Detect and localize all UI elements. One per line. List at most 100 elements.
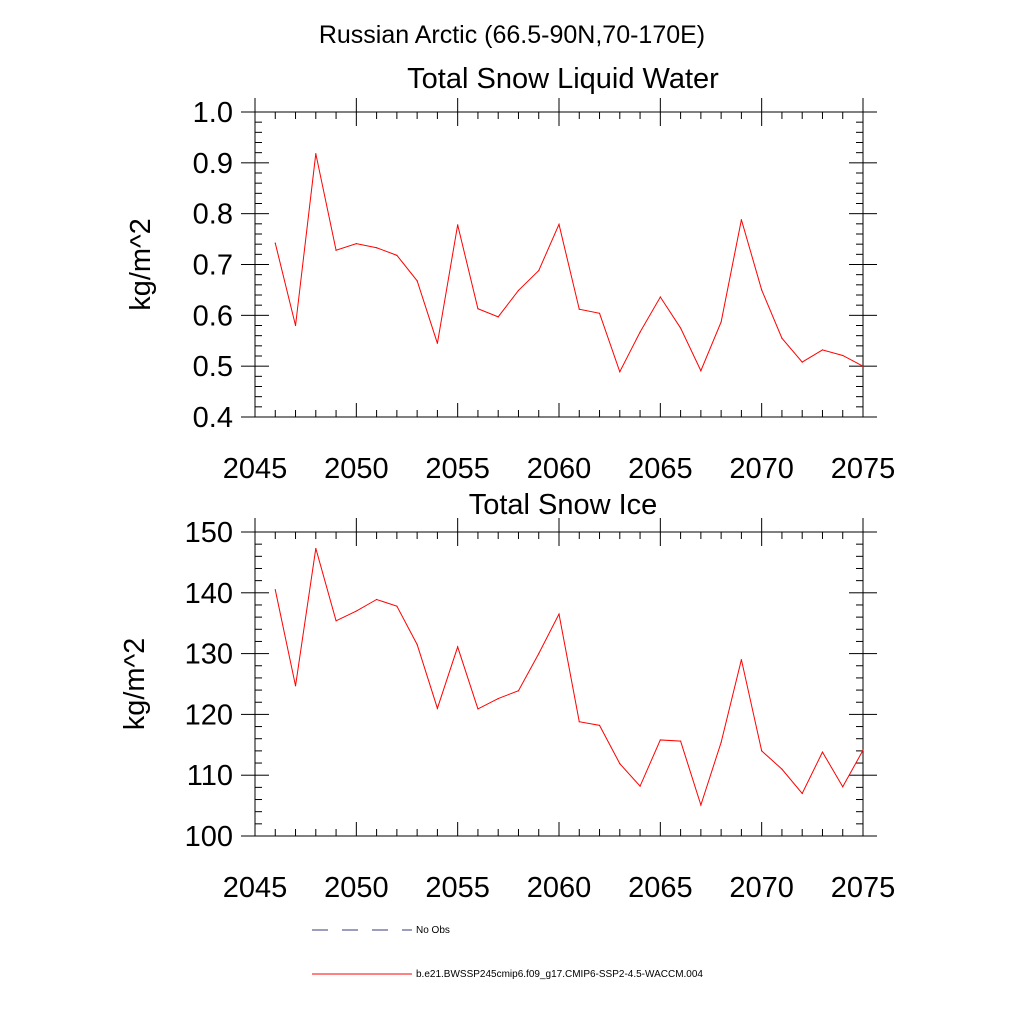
- data-point: [801, 792, 803, 795]
- data-point: [396, 605, 398, 607]
- data-point: [416, 643, 418, 646]
- figure-suptitle: Russian Arctic (66.5-90N,70-170E): [319, 21, 705, 49]
- data-point: [294, 685, 297, 687]
- data-point: [781, 337, 783, 339]
- x-tick-label: 2070: [729, 453, 794, 485]
- data-point: [355, 610, 357, 612]
- x-tick-label: 2045: [223, 453, 288, 485]
- data-point: [659, 739, 661, 741]
- data-point: [761, 750, 763, 752]
- data-point: [558, 613, 560, 615]
- x-tick-label: 2065: [628, 872, 693, 904]
- data-point: [619, 763, 621, 765]
- data-point: [416, 280, 418, 282]
- data-point: [842, 786, 844, 788]
- legend: No Obs b.e21.BWSSP245cmip6.f09_g17.CMIP6…: [312, 925, 703, 980]
- data-point: [862, 365, 864, 367]
- x-tick-label: 2075: [831, 872, 896, 904]
- x-tick-label: 2055: [425, 453, 490, 485]
- x-tick-label: 2065: [628, 453, 693, 485]
- x-tick-label: 2045: [223, 872, 288, 904]
- data-point: [457, 224, 459, 226]
- data-point: [396, 254, 398, 256]
- y-tick-label: 110: [187, 760, 233, 792]
- y-tick-label: 100: [185, 821, 233, 853]
- data-point: [720, 321, 722, 323]
- data-point: [497, 697, 499, 700]
- y-tick-label: 140: [185, 578, 233, 610]
- data-point: [315, 547, 317, 550]
- data-point: [680, 327, 682, 329]
- data-point: [335, 620, 337, 622]
- y-tick-label: 150: [185, 517, 233, 549]
- chart-title: Total Snow Ice: [469, 489, 658, 521]
- x-tick-label: 2075: [831, 453, 896, 485]
- data-point: [761, 289, 763, 291]
- data-point: [315, 153, 317, 155]
- data-point: [639, 331, 641, 333]
- legend-label-model: b.e21.BWSSP245cmip6.f09_g17.CMIP6-SSP2-4…: [416, 969, 703, 980]
- series-line: [274, 548, 864, 807]
- y-tick-label: 0.8: [193, 199, 233, 231]
- data-point: [497, 316, 499, 318]
- data-point: [781, 768, 783, 770]
- data-point: [740, 219, 743, 221]
- data-point: [578, 308, 580, 310]
- data-point: [639, 785, 641, 787]
- data-point: [558, 223, 560, 225]
- data-point: [274, 242, 276, 244]
- data-point: [436, 707, 438, 709]
- data-point: [700, 370, 702, 372]
- data-point: [801, 361, 803, 363]
- plot-frame: [254, 531, 864, 837]
- x-tick-label: 2050: [324, 453, 389, 485]
- data-point: [376, 247, 378, 249]
- y-tick-label: 0.6: [193, 300, 233, 332]
- data-point: [659, 296, 661, 298]
- data-point: [457, 646, 459, 648]
- chart-title: Total Snow Liquid Water: [407, 63, 719, 95]
- data-point: [598, 312, 601, 314]
- data-point: [862, 749, 864, 751]
- y-tick-label: 1.0: [193, 97, 233, 129]
- data-point: [274, 589, 276, 591]
- x-tick-label: 2070: [729, 872, 794, 904]
- data-point: [355, 243, 357, 245]
- legend-label-no-obs: No Obs: [416, 925, 450, 936]
- series-line: [274, 153, 864, 374]
- y-axis-label: kg/m^2: [119, 638, 151, 731]
- data-point: [619, 371, 621, 373]
- plot-frame: [254, 111, 864, 418]
- data-point: [538, 270, 540, 272]
- snow-ice-panel: Total Snow Ice 2045 2050 2055 2060 2065 2070 20…: [119, 489, 895, 904]
- y-tick-label: 0.5: [193, 351, 233, 383]
- data-point: [517, 289, 520, 292]
- data-point: [578, 721, 580, 723]
- data-point: [477, 308, 479, 310]
- x-tick-label: 2055: [425, 872, 490, 904]
- snow-liquid-water-panel: Total Snow Liquid Water 2045 2050 2055 2060 2…: [125, 63, 895, 485]
- x-tick-label: 2060: [527, 872, 592, 904]
- data-point: [821, 349, 824, 351]
- y-tick-label: 0.4: [193, 402, 233, 434]
- x-tick-label: 2050: [324, 872, 389, 904]
- y-tick-label: 0.7: [193, 250, 233, 282]
- data-point: [740, 659, 743, 661]
- y-tick-label: 0.9: [193, 148, 233, 180]
- data-point: [477, 708, 479, 710]
- data-point: [821, 751, 824, 753]
- data-point: [376, 598, 378, 601]
- data-point: [842, 354, 844, 357]
- y-tick-label: 120: [185, 699, 233, 731]
- data-point: [680, 740, 682, 742]
- data-point: [720, 741, 722, 743]
- data-point: [598, 724, 601, 726]
- y-tick-label: 130: [185, 639, 233, 671]
- data-point: [700, 804, 702, 806]
- x-tick-label: 2060: [527, 453, 592, 485]
- data-point: [517, 690, 520, 692]
- data-point: [335, 249, 337, 251]
- data-point: [436, 342, 438, 344]
